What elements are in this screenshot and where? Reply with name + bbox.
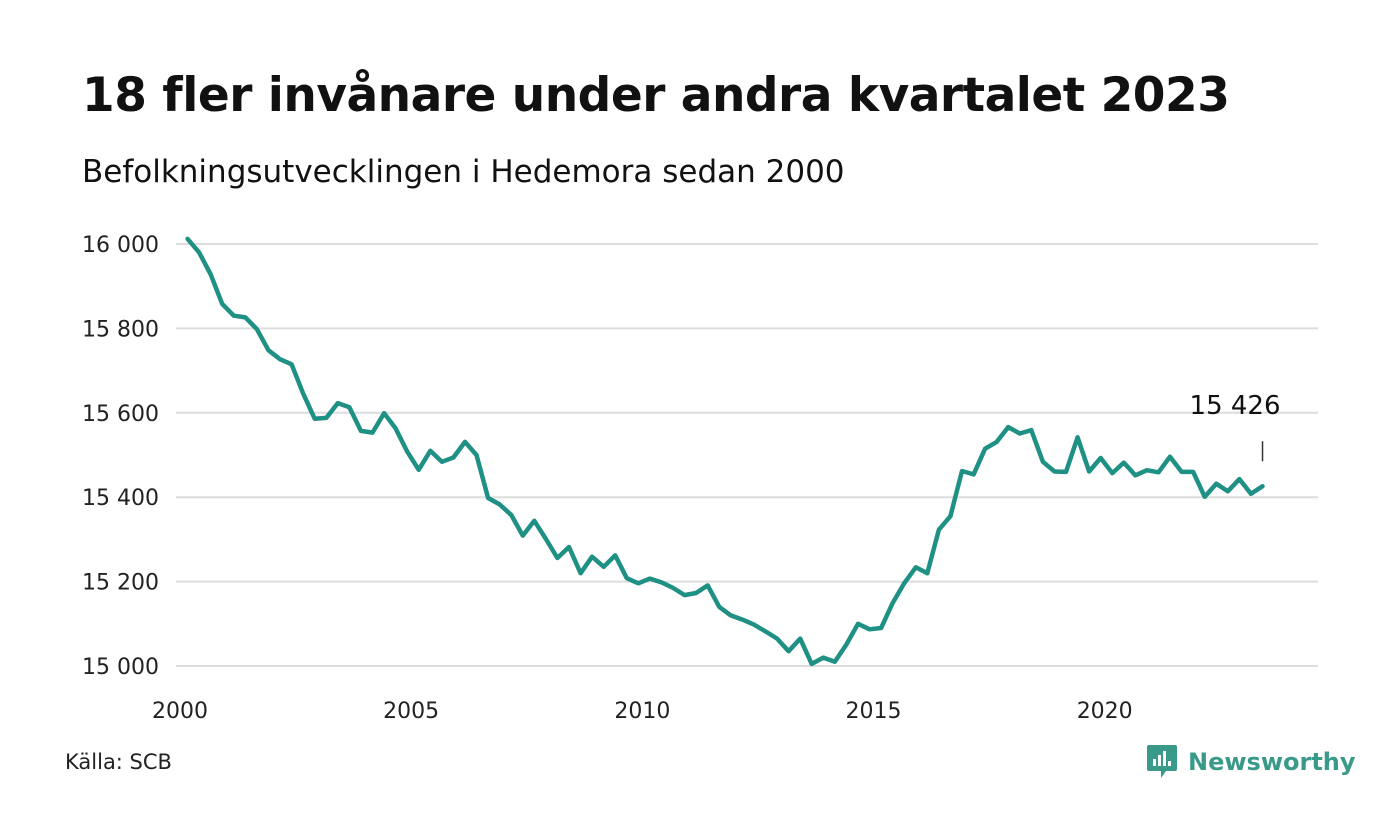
x-tick-label: 2015: [846, 699, 902, 724]
x-tick-label: 2000: [152, 699, 208, 724]
brand-name: Newsworthy: [1188, 748, 1356, 776]
y-tick-label: 16 000: [82, 233, 159, 258]
x-tick-label: 2005: [383, 699, 439, 724]
x-tick-label: 2020: [1077, 699, 1133, 724]
y-tick-label: 15 200: [82, 571, 159, 596]
y-tick-label: 15 800: [82, 317, 159, 342]
brand-logo: Newsworthy: [1146, 742, 1356, 782]
grid-lines: [176, 243, 1318, 667]
end-value-label: 15 426: [1190, 391, 1281, 421]
x-axis-tick-labels: 2000 2005 2010 2015 2020: [152, 699, 1133, 724]
y-tick-label: 15 400: [82, 486, 159, 511]
y-axis-tick-labels: 15 000 15 200 15 400 15 600 15 800 16 000: [82, 233, 159, 680]
y-tick-label: 15 600: [82, 402, 159, 427]
series-layer: [185, 236, 1265, 667]
chart-subtitle: Befolkningsutvecklingen i Hedemora sedan…: [82, 154, 845, 190]
end-value-annotation: 15 426: [1190, 391, 1281, 462]
x-tick-label: 2010: [614, 699, 670, 724]
source-note: Källa: SCB: [65, 750, 172, 774]
series-line: [185, 236, 1265, 667]
y-tick-label: 15 000: [82, 655, 159, 680]
chart-title: 18 fler invånare under andra kvartalet 2…: [82, 68, 1230, 123]
population-line-chart: 15 000 15 200 15 400 15 600 15 800 16 000 200…: [82, 233, 1318, 724]
newsworthy-logo-icon: [1147, 745, 1177, 778]
